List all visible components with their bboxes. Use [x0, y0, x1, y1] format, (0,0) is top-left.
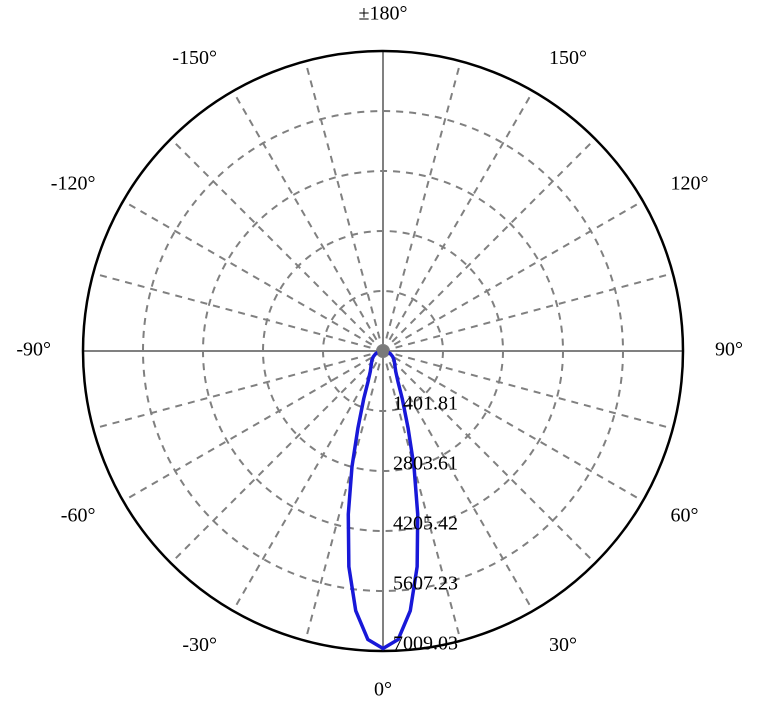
radial-label: 4205.42 — [393, 513, 458, 535]
angle-label: 0° — [374, 679, 392, 701]
radial-label: 7009.03 — [393, 633, 458, 655]
angle-label: 150° — [549, 47, 587, 69]
angle-label: 120° — [671, 173, 709, 195]
angle-label: 90° — [715, 339, 743, 361]
radial-labels: 1401.81 2803.61 4205.42 5607.23 7009.03 — [393, 393, 458, 655]
angle-label: -90° — [16, 339, 51, 361]
angle-label: 30° — [549, 634, 577, 656]
angle-label: ±180° — [359, 3, 408, 25]
center-dot — [377, 345, 389, 357]
radial-label: 5607.23 — [393, 573, 458, 595]
angle-label: -60° — [61, 505, 96, 527]
angle-label: -150° — [172, 47, 217, 69]
radial-label: 2803.61 — [393, 453, 458, 475]
polar-chart: 1401.81 2803.61 4205.42 5607.23 7009.03 0° 30°… — [0, 0, 767, 702]
angle-label: -120° — [51, 173, 96, 195]
radial-label: 1401.81 — [393, 393, 458, 415]
angle-label: 60° — [671, 505, 699, 527]
angle-label: -30° — [182, 634, 217, 656]
